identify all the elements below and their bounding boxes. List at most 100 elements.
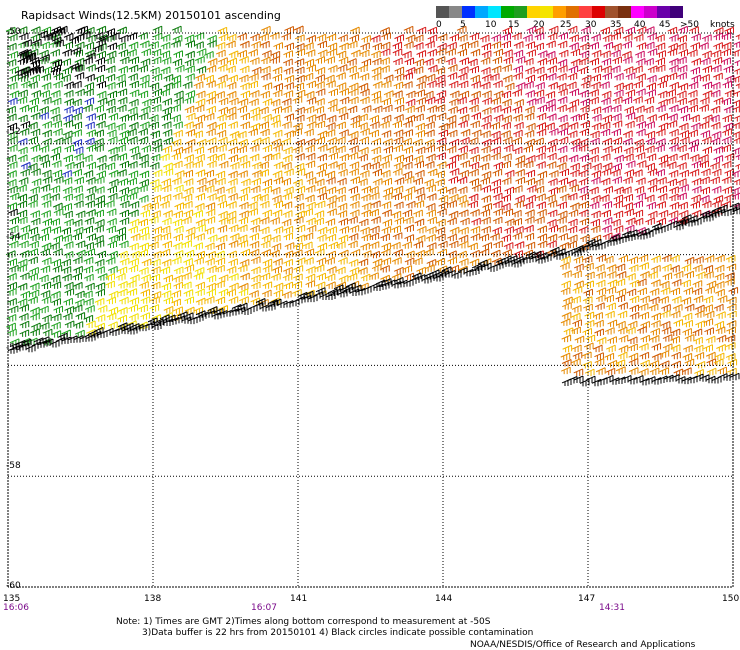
wind-barb bbox=[458, 258, 469, 266]
wind-barb bbox=[348, 82, 359, 91]
wind-barb bbox=[537, 73, 548, 81]
wind-barb bbox=[42, 176, 53, 184]
wind-barb bbox=[524, 112, 535, 121]
wind-barb bbox=[413, 209, 423, 218]
wind-barb bbox=[30, 33, 41, 42]
wind-barb bbox=[458, 120, 468, 128]
wind-barb bbox=[359, 170, 370, 178]
wind-barb bbox=[127, 106, 138, 115]
wind-barb bbox=[28, 193, 38, 202]
wind-barb bbox=[83, 265, 94, 274]
wind-barb bbox=[361, 233, 371, 241]
wind-barb bbox=[589, 89, 599, 97]
wind-barb bbox=[18, 177, 29, 185]
wind-barb-flagged bbox=[415, 274, 426, 282]
wind-barb bbox=[571, 305, 582, 313]
wind-barb bbox=[591, 113, 602, 122]
wind-barb bbox=[678, 82, 689, 91]
wind-barb bbox=[315, 56, 325, 64]
wind-barb bbox=[726, 326, 736, 335]
wind-barb bbox=[659, 296, 669, 304]
wind-barb bbox=[50, 218, 60, 226]
wind-barb bbox=[670, 328, 681, 336]
wind-barb bbox=[459, 136, 470, 145]
wind-barb bbox=[7, 136, 18, 144]
wind-barb bbox=[618, 345, 629, 353]
wind-barb bbox=[106, 129, 117, 137]
wind-barb bbox=[369, 121, 380, 129]
wind-barb bbox=[676, 56, 687, 64]
wind-barb bbox=[336, 281, 346, 290]
wind-barb bbox=[557, 96, 568, 104]
wind-barb bbox=[49, 106, 60, 115]
wind-barb bbox=[259, 121, 269, 129]
wind-barb bbox=[481, 121, 491, 130]
wind-barb bbox=[468, 146, 479, 155]
wind-barb bbox=[173, 281, 183, 290]
wind-barb bbox=[335, 266, 346, 275]
wind-barb bbox=[238, 288, 249, 296]
wind-barb bbox=[116, 104, 127, 112]
wind-barb bbox=[646, 89, 656, 97]
wind-barb bbox=[128, 170, 139, 178]
wind-barb bbox=[636, 42, 647, 50]
wind-barb bbox=[206, 160, 217, 168]
wind-barb bbox=[573, 368, 584, 376]
wind-barb bbox=[215, 296, 226, 304]
wind-barb bbox=[725, 342, 736, 350]
wind-barb bbox=[666, 161, 677, 169]
wind-barb bbox=[612, 176, 622, 184]
wind-barb bbox=[19, 329, 30, 337]
wind-barb bbox=[350, 176, 360, 184]
wind-barb bbox=[149, 179, 160, 187]
wind-barb bbox=[74, 72, 85, 80]
wind-barb bbox=[405, 200, 416, 209]
wind-barb bbox=[602, 72, 612, 80]
wind-barb bbox=[706, 358, 717, 366]
wind-barb bbox=[699, 104, 709, 112]
wind-barb bbox=[173, 306, 183, 314]
wind-barb bbox=[501, 32, 511, 41]
wind-barb bbox=[482, 242, 492, 250]
wind-barb bbox=[713, 42, 723, 50]
wind-barb bbox=[369, 114, 380, 123]
wind-barb bbox=[260, 272, 271, 281]
wind-barb bbox=[151, 184, 162, 193]
wind-barb bbox=[572, 351, 583, 360]
wind-barb bbox=[30, 144, 41, 152]
wind-barb bbox=[206, 265, 217, 273]
wind-barb-flagged bbox=[645, 376, 656, 384]
wind-barb bbox=[85, 121, 95, 130]
wind-barb bbox=[380, 27, 390, 35]
wind-barb bbox=[650, 327, 660, 336]
wind-barb-flagged bbox=[445, 270, 456, 278]
wind-barb bbox=[492, 56, 503, 64]
legend-swatch bbox=[488, 6, 501, 18]
wind-barb bbox=[86, 144, 97, 152]
wind-barb bbox=[578, 57, 589, 66]
wind-barb bbox=[338, 112, 349, 121]
wind-barb bbox=[713, 195, 724, 203]
wind-barb bbox=[596, 287, 607, 295]
wind-barb bbox=[86, 64, 96, 72]
wind-barb bbox=[94, 297, 105, 306]
wind-barb bbox=[84, 217, 95, 225]
wind-barb bbox=[281, 105, 292, 113]
wind-barb bbox=[595, 279, 606, 288]
wind-barb bbox=[625, 160, 636, 168]
wind-barb bbox=[204, 112, 215, 121]
wind-barb bbox=[9, 338, 20, 346]
wind-barb bbox=[50, 48, 60, 57]
wind-barb bbox=[337, 168, 348, 177]
wind-barb bbox=[579, 50, 590, 58]
wind-barb bbox=[95, 120, 106, 129]
wind-barb bbox=[394, 34, 405, 42]
wind-barb bbox=[380, 169, 391, 178]
wind-barb bbox=[402, 137, 412, 146]
wind-barb-flagged bbox=[73, 64, 83, 72]
wind-barb bbox=[604, 352, 615, 361]
wind-barb bbox=[449, 154, 460, 162]
wind-barb bbox=[677, 34, 687, 43]
wind-barb bbox=[413, 177, 423, 185]
wind-barb bbox=[676, 178, 687, 186]
